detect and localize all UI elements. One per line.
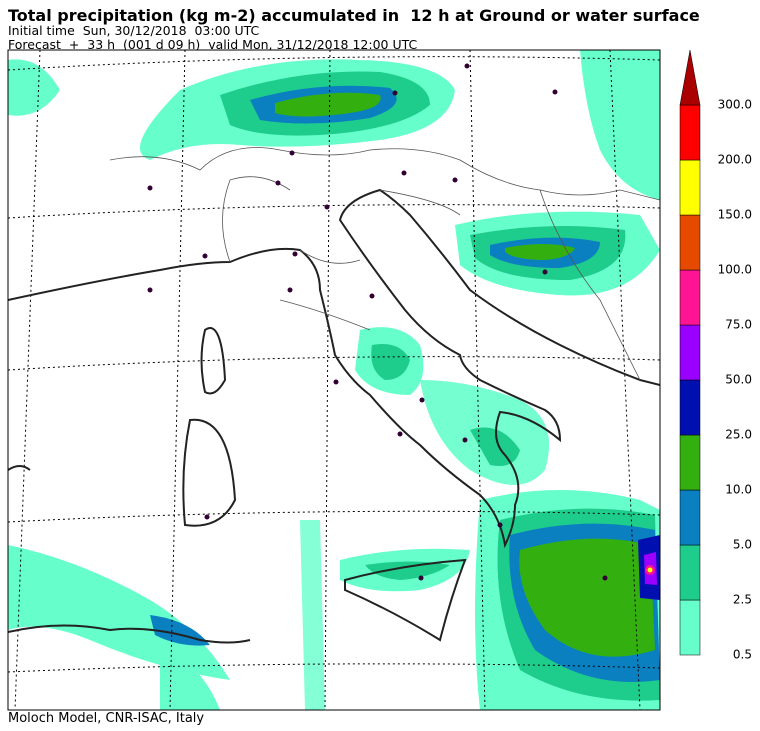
colorbar-segment: [679, 489, 701, 546]
colorbar-label: 100.0: [718, 263, 752, 277]
colorbar-label: 200.0: [718, 153, 752, 167]
footer: Moloch Model, CNR-ISAC, Italy: [8, 711, 205, 726]
colorbar-segment: [679, 324, 701, 381]
colorbar-segment: [679, 599, 701, 656]
colorbar-segment: [679, 214, 701, 271]
graticule: [8, 50, 660, 710]
colorbar-segment: [679, 104, 701, 161]
title: Total precipitation (kg m-2) accumulated…: [8, 6, 700, 25]
colorbar-label: 2.5: [733, 593, 752, 607]
precip-field: [8, 50, 660, 710]
colorbar-segment: [679, 544, 701, 601]
colorbar: 0.5 2.5 5.0 10.0 25.0 50.0 75.0 100.0 150.0 200.0…: [679, 49, 752, 662]
colorbar-segment: [679, 434, 701, 491]
coastline: [8, 188, 660, 644]
colorbar-segment: [679, 269, 701, 326]
colorbar-arrow: [679, 49, 701, 106]
colorbar-label: 25.0: [725, 428, 752, 442]
colorbar-label: 150.0: [718, 208, 752, 222]
borders: [109, 147, 660, 381]
colorbar-label: 75.0: [725, 318, 752, 332]
colorbar-segment: [679, 379, 701, 436]
colorbar-label: 10.0: [725, 483, 752, 497]
colorbar-segment: [679, 159, 701, 216]
cities: [147, 63, 608, 581]
map: [8, 50, 660, 710]
colorbar-label: 5.0: [733, 538, 752, 552]
colorbar-label: 300.0: [718, 98, 752, 112]
map-frame: [7, 49, 661, 711]
forecast-time: Forecast + 33 h (001 d 09 h) valid Mon, …: [8, 37, 418, 52]
colorbar-label: 50.0: [725, 373, 752, 387]
initial-time: Initial time Sun, 30/12/2018 03:00 UTC: [8, 23, 260, 38]
colorbar-label: 0.5: [733, 648, 752, 662]
